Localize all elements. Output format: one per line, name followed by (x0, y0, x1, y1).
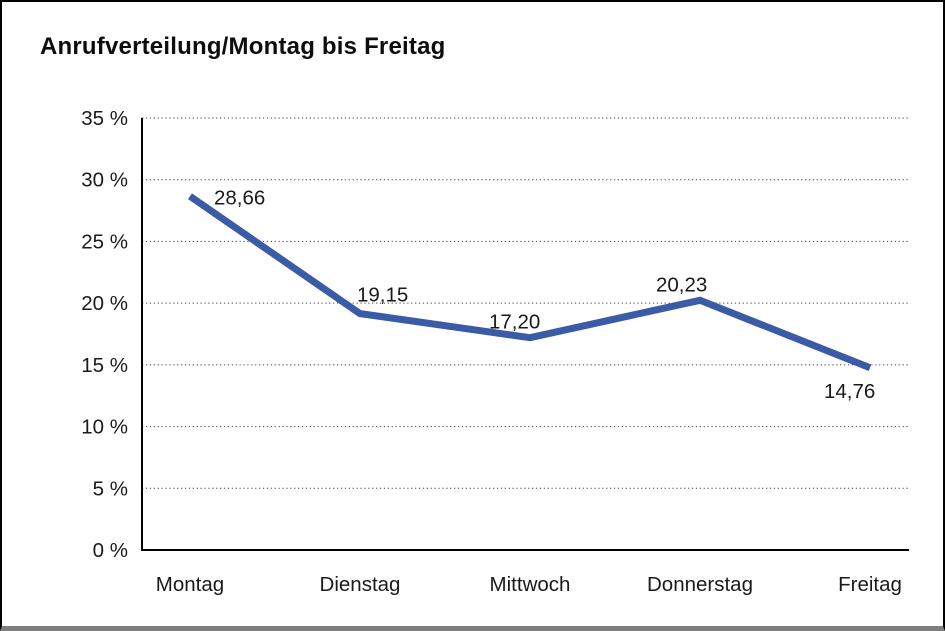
x-tick-label-montag: Montag (156, 573, 224, 596)
y-tick-label: 5 % (93, 477, 128, 500)
data-series-line (188, 193, 872, 372)
y-tick-label: 10 % (81, 416, 128, 439)
x-tick-label-donnerstag: Donnerstag (647, 573, 753, 596)
x-tick-label-mittwoch: Mittwoch (490, 573, 571, 596)
y-tick-label: 25 % (81, 230, 128, 253)
y-tick-label: 0 % (93, 539, 128, 562)
x-tick-label-freitag: Freitag (838, 573, 902, 596)
data-point-label-montag: 28,66 (214, 186, 265, 209)
y-tick-label: 35 % (81, 107, 128, 130)
chart-title: Anrufverteilung/Montag bis Freitag (40, 33, 446, 60)
y-tick-label: 30 % (81, 169, 128, 192)
x-tick-label-dienstag: Dienstag (320, 573, 401, 596)
data-point-label-mittwoch: 17,20 (489, 311, 540, 334)
data-point-label-dienstag: 19,15 (357, 284, 408, 307)
data-point-label-donnerstag: 20,23 (656, 273, 707, 296)
y-tick-label: 20 % (81, 292, 128, 315)
y-tick-label: 15 % (81, 354, 128, 377)
data-point-label-freitag: 14,76 (824, 380, 875, 403)
